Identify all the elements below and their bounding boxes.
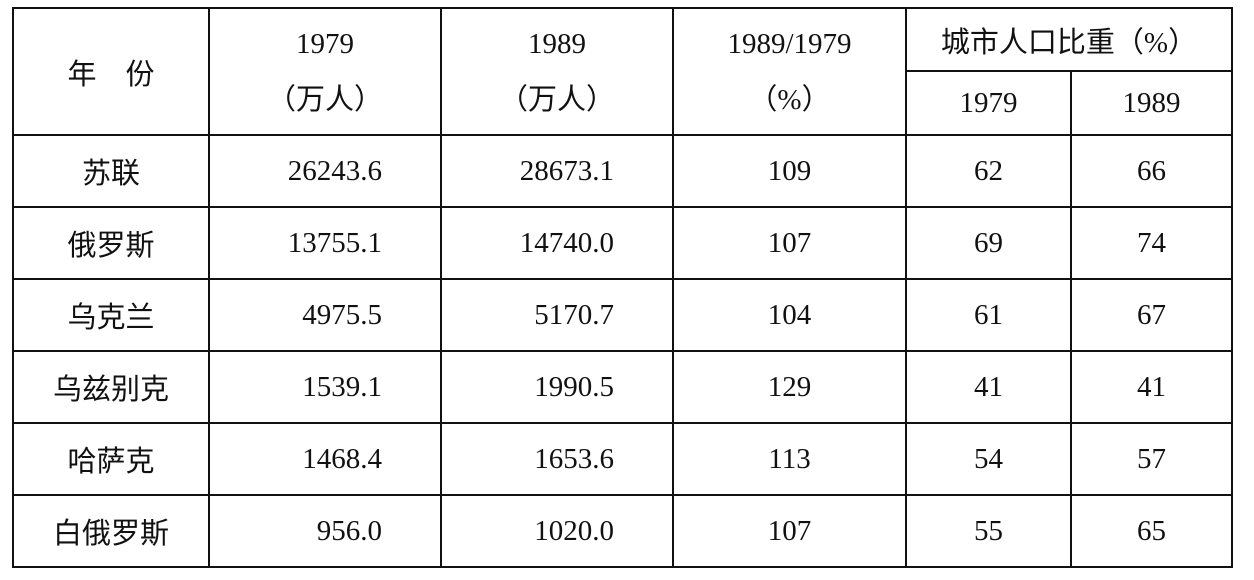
row-label: 俄罗斯 (12, 206, 210, 280)
data-table: 年 份 1979 （万人） 1989 （万人） 1989/1979 （%） 城市人口比重（%）… (12, 7, 1234, 568)
cell: 67 (1069, 278, 1234, 352)
header-line: （万人） (498, 83, 615, 116)
header-cell: 1979 (905, 70, 1072, 136)
header-line: （万人） (266, 83, 383, 116)
table-row: 乌克兰 4975.5 5170.7 104 61 67 (12, 278, 1234, 352)
row-label: 乌克兰 (12, 278, 210, 352)
header-cell: 1979 （万人） (208, 7, 442, 136)
row-label: 哈萨克 (12, 422, 210, 496)
cell: 62 (905, 134, 1072, 208)
cell: 14740.0 (440, 206, 674, 280)
header-line: 1979 (296, 27, 354, 60)
header-cell: 年 份 (12, 7, 210, 136)
header-cell: 1989/1979 （%） (672, 7, 907, 136)
header-row: 1979 1989 (13, 70, 1234, 136)
cell: 61 (905, 278, 1072, 352)
row-label: 苏联 (12, 134, 210, 208)
cell: 65 (1069, 494, 1234, 568)
table-body: 年 份 1979 （万人） 1989 （万人） 1989/1979 （%） 城市人口比重（%）… (12, 7, 1234, 568)
cell: 55 (905, 494, 1072, 568)
cell: 104 (672, 278, 907, 352)
cell: 41 (1069, 350, 1234, 424)
cell: 57 (1069, 422, 1234, 496)
cell: 69 (905, 206, 1072, 280)
table-row: 哈萨克 1468.4 1653.6 113 54 57 (12, 422, 1234, 496)
row-label: 乌兹别克 (12, 350, 210, 424)
cell: 1539.1 (208, 350, 442, 424)
cell: 41 (905, 350, 1072, 424)
cell: 28673.1 (440, 134, 674, 208)
table-row: 俄罗斯 13755.1 14740.0 107 69 74 (12, 206, 1234, 280)
table-row: 乌兹别克 1539.1 1990.5 129 41 41 (12, 350, 1234, 424)
cell: 5170.7 (440, 278, 674, 352)
cell: 107 (672, 206, 907, 280)
table-row: 白俄罗斯 956.0 1020.0 107 55 65 (12, 494, 1234, 568)
cell: 13755.1 (208, 206, 442, 280)
cell: 1020.0 (440, 494, 674, 568)
header-line: 1989/1979 (727, 27, 852, 60)
cell: 1990.5 (440, 350, 674, 424)
cell: 66 (1069, 134, 1234, 208)
cell: 1468.4 (208, 422, 442, 496)
cell: 107 (672, 494, 907, 568)
table-row: 苏联 26243.6 28673.1 109 62 66 (12, 134, 1234, 208)
cell: 4975.5 (208, 278, 442, 352)
cell: 54 (905, 422, 1072, 496)
cell: 74 (1069, 206, 1234, 280)
header-line: 1989 (528, 27, 586, 60)
cell: 26243.6 (208, 134, 442, 208)
header-group: 城市人口比重（%） (904, 7, 1234, 72)
header-cell: 1989 （万人） (440, 7, 674, 136)
cell: 129 (672, 350, 907, 424)
header-line: （%） (748, 83, 831, 116)
cell: 113 (672, 422, 907, 496)
cell: 956.0 (208, 494, 442, 568)
cell: 109 (672, 134, 907, 208)
row-label: 白俄罗斯 (12, 494, 210, 568)
header-row: 年 份 1979 （万人） 1989 （万人） 1989/1979 （%） 城市人口比重（%） (12, 7, 1234, 136)
header-cell: 1989 (1069, 70, 1234, 136)
cell: 1653.6 (440, 422, 674, 496)
